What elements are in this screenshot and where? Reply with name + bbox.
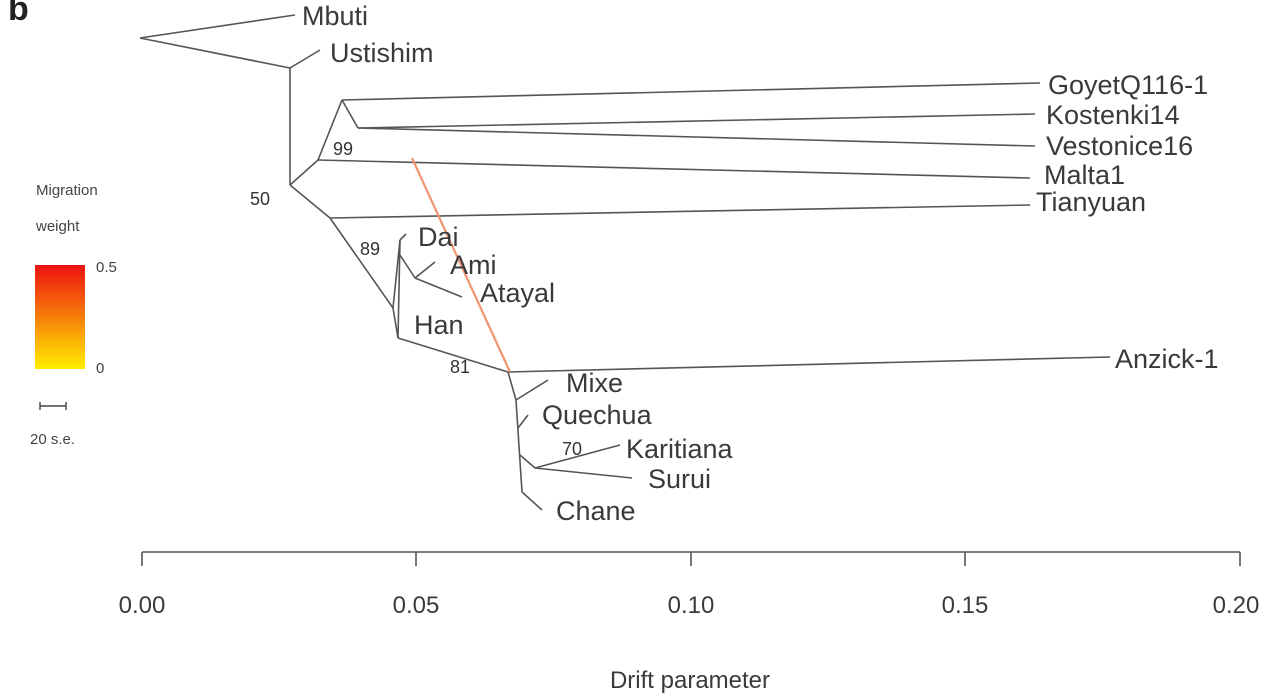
leaf-label-kostenki14: Kostenki14	[1046, 100, 1180, 130]
legend-min-label: 0	[96, 360, 104, 377]
leaf-label-anzick-1: Anzick-1	[1115, 344, 1219, 374]
branch-americas-vertical	[515, 399, 523, 493]
branch-node50-to-eastnode	[289, 184, 331, 219]
leaf-label-karitiana: Karitiana	[626, 434, 734, 464]
x-axis-title: Drift parameter	[610, 667, 770, 694]
leaf-label-goyetq116-1: GoyetQ116-1	[1048, 70, 1208, 100]
x-axis: 0.00 0.05 0.10 0.15 0.20 Drift parameter	[119, 551, 1260, 694]
x-tick-label-0: 0.00	[119, 592, 166, 619]
legend-title-line1: Migration	[36, 182, 98, 199]
branch-vestonice	[357, 127, 1036, 147]
tree-branches	[139, 14, 1111, 511]
branch-to-eastasian-node	[392, 307, 399, 339]
panel-letter: b	[8, 0, 29, 28]
branch-node89-vertical	[392, 239, 401, 309]
branch-ustishim	[289, 49, 321, 69]
branch-anzick	[507, 356, 1111, 373]
leaf-labels: Mbuti Ustishim GoyetQ116-1 Kostenki14 Ve…	[302, 1, 1219, 526]
leaf-label-mixe: Mixe	[566, 368, 623, 398]
branch-node50-to-node99	[289, 159, 319, 186]
support-value-50: 50	[250, 189, 270, 209]
leaf-label-quechua: Quechua	[542, 400, 653, 430]
support-values: 50 99 89 81 70	[250, 139, 582, 459]
branch-chane	[521, 491, 543, 511]
branch-mixe	[515, 379, 549, 401]
x-tick-label-1: 0.05	[393, 592, 440, 619]
branch-surui	[534, 467, 633, 479]
branch-ami-atayal-node	[399, 254, 416, 279]
support-value-70: 70	[562, 439, 582, 459]
branch-mbuti	[139, 14, 296, 39]
branch-karitiana	[534, 444, 621, 469]
branch-quechua	[517, 414, 529, 429]
branch-to-americas-node	[507, 371, 517, 401]
scale-bar-label: 20 s.e.	[30, 431, 75, 448]
branch-to-node70	[519, 454, 536, 469]
legend-max-label: 0.5	[96, 259, 117, 276]
branch-atayal	[414, 277, 463, 298]
support-value-99: 99	[333, 139, 353, 159]
leaf-label-atayal: Atayal	[480, 278, 555, 308]
leaf-label-ustishim: Ustishim	[330, 38, 434, 68]
branch-malta1	[317, 159, 1031, 179]
leaf-label-chane: Chane	[556, 496, 636, 526]
branch-to-node89	[329, 217, 394, 309]
legend-title-line2: weight	[35, 218, 80, 235]
support-value-81: 81	[450, 357, 470, 377]
migration-legend: Migration weight 0.5 0 20 s.e.	[30, 182, 117, 448]
scale-bar-icon	[39, 402, 67, 410]
leaf-label-malta1: Malta1	[1044, 160, 1125, 190]
branch-dai-node	[397, 239, 401, 339]
leaf-label-ami: Ami	[450, 250, 497, 280]
leaf-label-surui: Surui	[648, 464, 711, 494]
branch-dai	[399, 233, 407, 241]
branch-root-ustishim-node	[139, 37, 291, 69]
leaf-label-mbuti: Mbuti	[302, 1, 368, 31]
x-tick-label-4: 0.20	[1213, 592, 1260, 619]
branch-goyet	[341, 82, 1041, 101]
leaf-label-dai: Dai	[418, 222, 459, 252]
leaf-label-tianyuan: Tianyuan	[1036, 187, 1146, 217]
migration-edge	[410, 157, 512, 373]
x-tick-label-3: 0.15	[942, 592, 989, 619]
leaf-label-vestonice16: Vestonice16	[1046, 131, 1193, 161]
branch-ami	[414, 261, 436, 279]
branch-to-node81	[397, 337, 509, 373]
legend-color-bar	[35, 265, 85, 369]
leaf-label-han: Han	[414, 310, 464, 340]
branch-node99-to-euronode	[317, 99, 343, 161]
branch-tianyuan	[329, 204, 1031, 219]
branch-kostenki	[357, 113, 1036, 129]
support-value-89: 89	[360, 239, 380, 259]
x-tick-label-2: 0.10	[668, 592, 715, 619]
branch-to-kostenki-node	[341, 99, 359, 129]
